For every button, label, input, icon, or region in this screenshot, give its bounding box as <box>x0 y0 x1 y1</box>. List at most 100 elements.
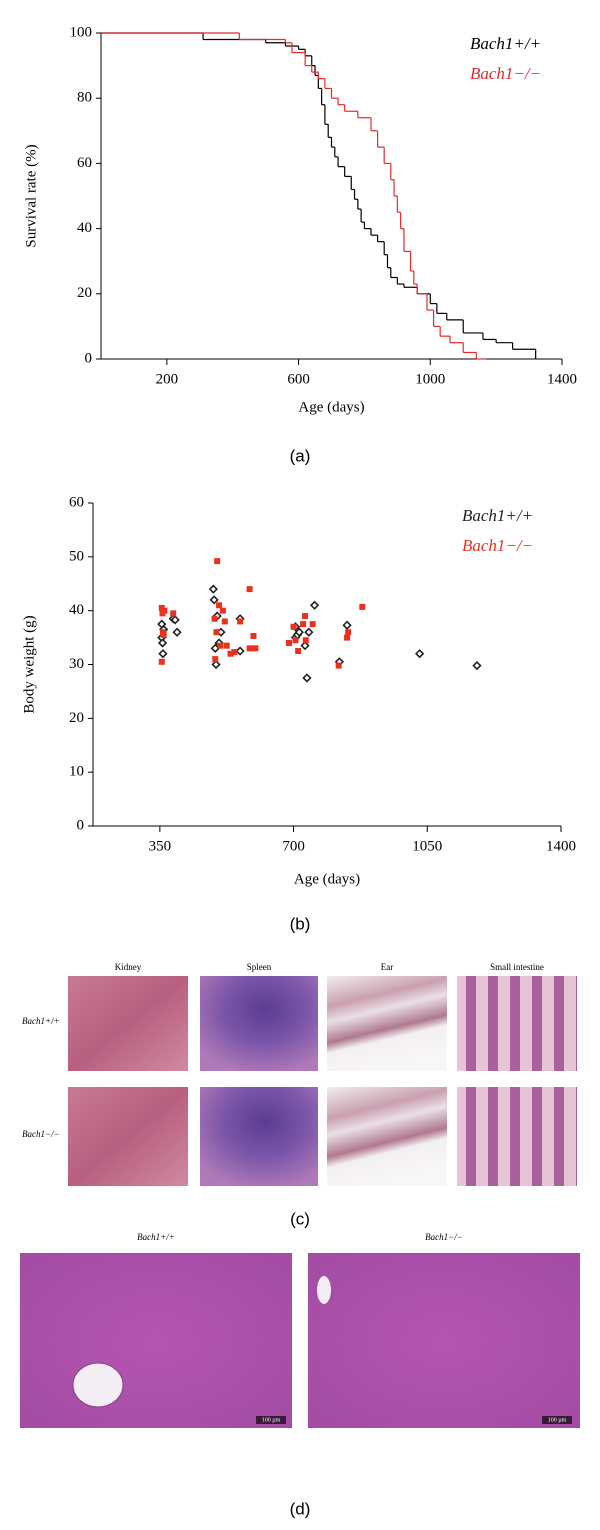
point <box>359 603 366 610</box>
point <box>212 656 219 663</box>
point <box>158 649 168 659</box>
point <box>302 637 309 644</box>
y-tick-label: 0 <box>77 817 85 833</box>
liver-panel: Bach1+/+ Bach1−/− 100 µm 100 µm (d) <box>20 1232 580 1518</box>
y-tick-label: 10 <box>69 764 84 780</box>
point <box>304 627 314 637</box>
point <box>216 602 223 609</box>
y-tick-label: 20 <box>69 710 84 726</box>
point <box>172 627 182 637</box>
y-tick-label: 60 <box>77 155 92 171</box>
column-label: Bach1−/− <box>425 1232 463 1242</box>
scale-bar <box>256 1416 286 1424</box>
x-tick-label: 1400 <box>546 838 576 854</box>
vessel <box>72 1362 124 1408</box>
scale-bar-label: 100 µm <box>548 1417 567 1423</box>
image-ear <box>327 1087 447 1186</box>
legend-entry: Bach1−/− <box>470 64 541 83</box>
point <box>235 646 245 656</box>
point <box>170 610 177 617</box>
image-spleen <box>200 976 318 1071</box>
panel-label: (d) <box>290 1499 311 1518</box>
point <box>290 623 297 630</box>
y-axis-label: Survival rate (%) <box>23 144 39 247</box>
x-tick-label: 1000 <box>415 371 445 387</box>
image-kidney <box>68 976 188 1071</box>
point <box>219 607 226 614</box>
point <box>170 615 180 625</box>
y-tick-label: 40 <box>69 602 84 618</box>
point <box>472 660 482 671</box>
point <box>300 641 310 651</box>
point <box>160 631 167 638</box>
column-label: Spleen <box>247 962 272 972</box>
point <box>335 662 342 669</box>
point <box>246 586 253 593</box>
y-tick-label: 30 <box>69 656 84 672</box>
legend-entry: Bach1+/+ <box>462 506 533 525</box>
point <box>250 632 257 639</box>
point <box>342 620 352 630</box>
y-tick-label: 40 <box>77 220 92 236</box>
point <box>292 637 299 644</box>
point <box>161 607 168 614</box>
x-tick-label: 700 <box>282 838 305 854</box>
image-intestine <box>457 976 577 1071</box>
point <box>209 595 219 605</box>
x-tick-label: 200 <box>156 371 179 387</box>
row-label: Bach1−/− <box>22 1129 60 1139</box>
point <box>285 639 292 646</box>
point <box>211 615 218 622</box>
image-kidney <box>68 1087 188 1186</box>
y-tick-label: 80 <box>77 90 92 106</box>
panel-label: (c) <box>290 1209 310 1228</box>
point <box>158 658 165 665</box>
histology-grid: Kidney Spleen Ear Small intestine Bach1+… <box>22 962 577 1228</box>
image-spleen <box>200 1087 318 1186</box>
point <box>217 642 224 649</box>
y-tick-label: 60 <box>69 494 84 510</box>
column-label: Ear <box>381 962 394 972</box>
point <box>221 618 228 625</box>
image-liver <box>20 1253 292 1428</box>
point <box>309 621 316 628</box>
scale-bar-label: 100 µm <box>262 1417 281 1423</box>
image-ear <box>327 976 447 1071</box>
panel-label: (a) <box>290 446 311 465</box>
point <box>415 649 425 659</box>
legend-entry: Bach1−/− <box>462 536 533 555</box>
scale-bar <box>542 1416 572 1424</box>
y-tick-label: 50 <box>69 548 84 564</box>
point <box>345 629 352 636</box>
column-label: Small intestine <box>490 962 544 972</box>
vessel <box>317 1276 331 1304</box>
x-axis-label: Age (days) <box>294 871 360 887</box>
panel-label: (b) <box>290 914 311 933</box>
point <box>302 613 309 620</box>
point <box>208 584 218 594</box>
point <box>309 600 320 610</box>
y-tick-label: 0 <box>85 350 93 366</box>
legend-entry: Bach1+/+ <box>470 34 541 53</box>
row-label: Bach1+/+ <box>22 1016 60 1026</box>
point <box>211 659 221 670</box>
x-axis-label: Age (days) <box>298 399 364 415</box>
y-axis-label: Body weight (g) <box>21 615 37 713</box>
image-liver <box>308 1253 580 1428</box>
point <box>214 558 221 565</box>
point <box>294 627 304 637</box>
x-tick-label: 1050 <box>412 838 442 854</box>
point <box>231 649 238 656</box>
point <box>246 645 253 652</box>
point <box>344 634 351 641</box>
column-label: Bach1+/+ <box>137 1232 175 1242</box>
image-intestine <box>457 1087 577 1186</box>
point <box>302 673 312 683</box>
point <box>300 621 307 628</box>
x-tick-label: 1400 <box>547 371 577 387</box>
x-tick-label: 600 <box>287 371 310 387</box>
y-tick-label: 100 <box>70 24 93 40</box>
point <box>213 629 220 636</box>
